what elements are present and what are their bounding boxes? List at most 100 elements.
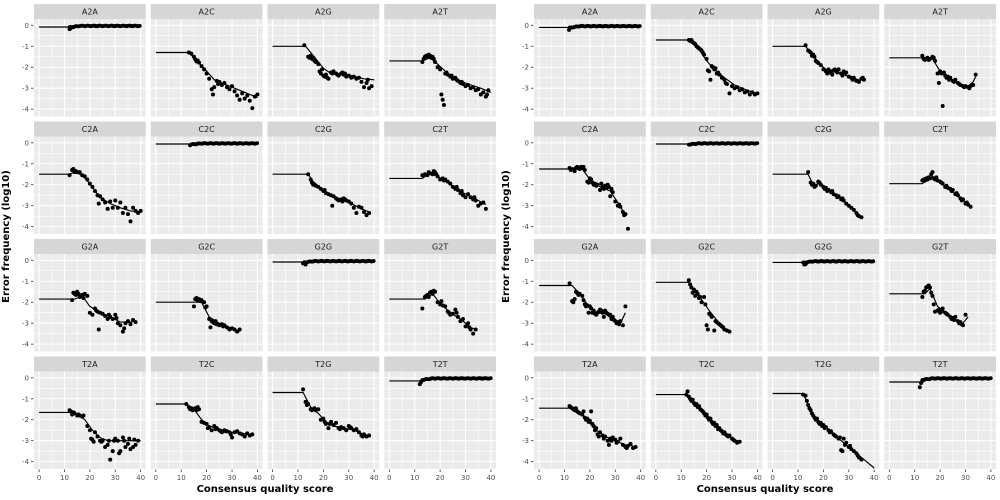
y-tick-label: -4 — [522, 341, 530, 349]
x-tick-label: 20 — [819, 474, 828, 482]
x-tick-label: 20 — [85, 474, 94, 482]
facet-strip — [767, 121, 880, 137]
facet-data-layer — [772, 392, 875, 469]
facet-strip-label: A2T — [932, 8, 948, 17]
facet-strip-label: T2T — [432, 360, 448, 369]
facet-panel-A2T — [884, 19, 996, 117]
x-tick-label: 40 — [636, 474, 645, 482]
facet-data-layer — [655, 278, 732, 352]
x-tick-label: 10 — [177, 474, 186, 482]
facet-strip-label: A2C — [199, 8, 216, 17]
facet-strip-label: A2G — [315, 8, 332, 17]
facet-data-layer — [655, 141, 760, 147]
facet-data-layer — [539, 281, 628, 328]
x-tick-label: 10 — [677, 474, 686, 482]
facet-strip-label: C2T — [432, 125, 448, 134]
x-tick-label: 20 — [319, 474, 328, 482]
facet-strip — [150, 239, 263, 254]
x-tick-label: 40 — [870, 474, 879, 482]
facet-strip — [150, 121, 263, 137]
facet-strip — [884, 4, 996, 19]
x-tick-label: 10 — [294, 474, 303, 482]
x-tick-label: 20 — [585, 474, 594, 482]
facet-data-layer — [39, 408, 141, 469]
facet-panel-G2C — [650, 254, 763, 352]
x-tick-label: 20 — [202, 474, 211, 482]
facet-data-layer — [155, 50, 260, 117]
facet-panel-C2T — [384, 136, 496, 234]
facet-panel-G2T — [884, 254, 996, 352]
facet-strip-label: G2A — [581, 243, 598, 252]
facet-data-layer — [155, 296, 243, 352]
x-tick-label: 0 — [537, 474, 541, 482]
x-tick-label: 30 — [961, 474, 970, 482]
facet-panel-T2T — [384, 371, 496, 469]
x-tick-label: 30 — [728, 474, 737, 482]
facet-strip — [34, 4, 146, 19]
y-tick-label: -2 — [22, 181, 29, 189]
facet-strip-label: T2A — [81, 360, 98, 369]
y-tick-label: -2 — [522, 64, 529, 72]
y-tick-label: 0 — [25, 374, 29, 382]
facet-strip-label: C2C — [198, 125, 215, 134]
y-tick-label: -3 — [522, 320, 529, 328]
y-tick-label: -3 — [22, 202, 29, 210]
facet-grid-chart-right-svg: Error frequency (log10) Consensus quality… — [501, 4, 996, 495]
facet-panel-G2A — [534, 254, 646, 352]
facet-data-layer — [389, 376, 493, 387]
facet-panel-T2T — [884, 371, 996, 469]
facet-data-layer — [889, 170, 974, 234]
facet-strip-label: T2C — [198, 360, 215, 369]
x-tick-label: 30 — [344, 474, 353, 482]
facet-strip-label: G2G — [315, 243, 333, 252]
facet-panel-T2G — [767, 371, 880, 469]
x-tick-label: 30 — [611, 474, 620, 482]
facet-data-layer — [772, 43, 867, 84]
facet-data-layer — [39, 167, 143, 224]
x-tick-label: 10 — [560, 474, 569, 482]
x-tick-label: 40 — [753, 474, 762, 482]
y-tick-label: -3 — [22, 437, 29, 445]
facet-strip-label: G2C — [698, 243, 715, 252]
facet-strip — [884, 239, 996, 254]
facet-strip-label: G2A — [81, 243, 98, 252]
facet-strip-label: C2T — [932, 125, 948, 134]
facet-strip — [267, 356, 380, 372]
facet-strip — [884, 121, 996, 137]
y-tick-label: -3 — [522, 202, 529, 210]
facet-data-layer — [389, 288, 478, 336]
facet-strip-label: T2T — [932, 360, 948, 369]
y-tick-label: 0 — [25, 257, 29, 265]
facet-panel-G2A — [34, 254, 146, 352]
facet-data-layer — [39, 23, 142, 32]
y-tick-label: -3 — [522, 437, 529, 445]
x-tick-label: 20 — [702, 474, 711, 482]
facet-strip — [267, 4, 380, 19]
facet-strip-label: A2T — [432, 8, 448, 17]
x-tick-label: 40 — [986, 474, 995, 482]
facet-panel-C2C — [150, 136, 263, 234]
facet-data-layer — [889, 376, 993, 390]
y-tick-label: -3 — [522, 85, 529, 93]
facet-grid-chart-right: Error frequency (log10) Consensus quality… — [500, 0, 1000, 500]
y-tick-label: -1 — [22, 395, 29, 403]
facet-strip — [767, 4, 880, 19]
x-tick-label: 10 — [410, 474, 419, 482]
x-tick-label: 0 — [270, 474, 274, 482]
y-tick-label: -4 — [22, 106, 30, 114]
facet-strip — [884, 356, 996, 372]
facet-strip-label: G2T — [932, 243, 948, 252]
x-tick-label: 0 — [37, 474, 41, 482]
x-tick-label: 40 — [370, 474, 379, 482]
facet-panel-A2T — [384, 19, 496, 117]
facet-panel-A2C — [150, 19, 263, 117]
facet-strip-label: A2A — [82, 8, 99, 17]
y-tick-label: -2 — [22, 416, 29, 424]
y-tick-label: -2 — [522, 416, 529, 424]
facet-data-layer — [539, 404, 641, 469]
x-axis-title: Consensus quality score — [197, 484, 334, 495]
x-tick-label: 10 — [910, 474, 919, 482]
y-tick-label: 0 — [525, 22, 529, 30]
x-tick-label: 0 — [887, 474, 891, 482]
